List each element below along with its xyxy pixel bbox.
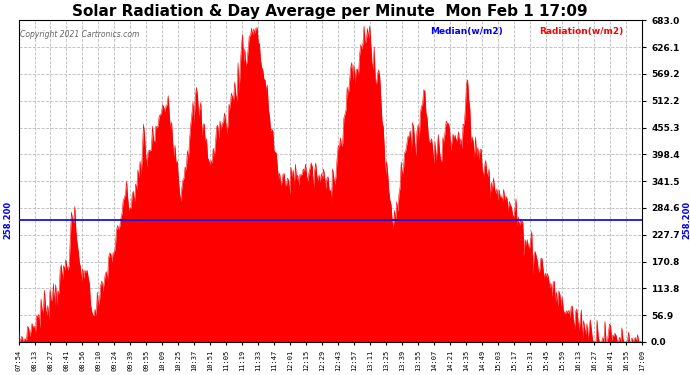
Title: Solar Radiation & Day Average per Minute  Mon Feb 1 17:09: Solar Radiation & Day Average per Minute… (72, 4, 588, 19)
Text: 258.200: 258.200 (682, 201, 690, 239)
Text: Median(w/m2): Median(w/m2) (430, 27, 503, 36)
Text: Copyright 2021 Cartronics.com: Copyright 2021 Cartronics.com (20, 30, 139, 39)
Text: Radiation(w/m2): Radiation(w/m2) (539, 27, 624, 36)
Text: 258.200: 258.200 (3, 201, 12, 239)
